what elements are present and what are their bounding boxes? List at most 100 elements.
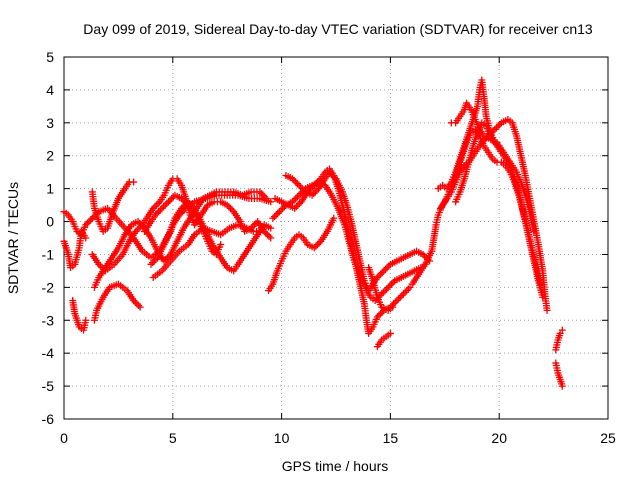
data-point-marker [151, 211, 159, 219]
data-point-marker [269, 214, 277, 222]
data-point-marker [156, 206, 164, 214]
chart-title: Day 099 of 2019, Sidereal Day-to-day VTE… [83, 21, 593, 37]
data-point-marker [83, 219, 91, 227]
data-point-marker [95, 260, 103, 268]
data-point-marker [87, 216, 95, 224]
y-tick-label: 0 [46, 214, 54, 230]
y-tick-label: 1 [46, 181, 54, 197]
data-point-marker [225, 203, 233, 211]
data-point-marker [537, 280, 545, 288]
data-point-marker [158, 204, 166, 212]
data-point-marker [386, 282, 394, 290]
data-point-marker [312, 180, 320, 188]
data-points [60, 76, 566, 390]
data-point-marker [82, 221, 90, 229]
data-point-marker [256, 227, 264, 235]
y-tick-label: -1 [42, 246, 55, 262]
data-point-marker [494, 122, 502, 130]
data-point-marker [161, 201, 169, 209]
data-point-marker [292, 203, 300, 211]
data-point-marker [404, 285, 412, 293]
y-tick-label: 4 [46, 82, 54, 98]
data-point-marker [378, 269, 386, 277]
data-point-marker [558, 382, 566, 390]
data-point-marker [294, 201, 302, 209]
data-point-marker [298, 185, 306, 193]
data-point-marker [147, 260, 155, 268]
data-point-marker [184, 198, 192, 206]
data-point-marker [160, 203, 168, 211]
data-point-marker [256, 188, 264, 196]
data-point-marker [265, 232, 273, 240]
data-point-marker [292, 195, 300, 203]
data-point-marker [130, 297, 138, 305]
data-point-marker [382, 265, 390, 273]
data-point-marker [153, 209, 161, 217]
data-point-marker [399, 290, 407, 298]
data-point-marker [383, 264, 391, 272]
data-point-marker [130, 178, 138, 186]
data-point-marker [309, 183, 317, 191]
data-point-marker [136, 303, 144, 311]
data-point-marker [152, 201, 160, 209]
data-point-marker [314, 178, 322, 186]
data-point-marker [88, 214, 96, 222]
data-point-marker [293, 193, 301, 201]
data-point-marker [131, 298, 139, 306]
data-point-marker [330, 214, 338, 222]
data-point-marker [313, 186, 321, 194]
data-point-marker [132, 227, 140, 235]
data-point-marker [259, 191, 267, 199]
data-point-marker [385, 262, 393, 270]
data-point-marker [393, 297, 401, 305]
data-point-marker [155, 208, 163, 216]
data-point-marker [384, 283, 392, 291]
data-point-marker [178, 204, 186, 212]
y-axis-label: SDTVAR / TECUs [5, 182, 21, 294]
y-tick-label: 5 [46, 49, 54, 65]
data-point-marker [290, 176, 298, 184]
data-point-marker [250, 221, 258, 229]
data-point-marker [133, 300, 141, 308]
data-point-marker [383, 285, 391, 293]
x-tick-label: 10 [274, 430, 290, 446]
data-point-marker [135, 301, 143, 309]
data-point-marker [493, 139, 501, 147]
data-point-marker [275, 208, 283, 216]
data-point-marker [293, 180, 301, 188]
data-point-marker [272, 211, 280, 219]
data-point-marker [389, 278, 397, 286]
data-point-marker [380, 267, 388, 275]
data-point-marker [377, 310, 385, 318]
data-point-marker [373, 273, 381, 281]
data-point-marker [150, 257, 158, 265]
data-point-marker [267, 224, 275, 232]
grid-lines [64, 57, 608, 419]
data-point-marker [496, 120, 504, 128]
x-tick-label: 0 [60, 430, 68, 446]
data-point-marker [310, 190, 318, 198]
data-point-marker [387, 280, 395, 288]
x-tick-label: 25 [600, 430, 616, 446]
data-point-marker [379, 288, 387, 296]
data-point-marker [375, 272, 383, 280]
data-point-marker [543, 306, 551, 314]
y-tick-label: -4 [42, 345, 55, 361]
data-point-marker [395, 295, 403, 303]
data-point-marker [329, 171, 337, 179]
data-point-marker [398, 292, 406, 300]
data-point-marker [308, 191, 316, 199]
data-point-marker [310, 181, 318, 189]
data-point-marker [558, 326, 566, 334]
data-point-marker [401, 288, 409, 296]
data-point-marker [226, 204, 234, 212]
data-point-marker [539, 293, 547, 301]
data-point-marker [178, 195, 186, 203]
data-point-marker [297, 183, 305, 191]
data-point-marker [314, 241, 322, 249]
x-axis-label: GPS time / hours [282, 458, 389, 474]
data-point-marker [136, 219, 144, 227]
data-point-marker [179, 203, 187, 211]
data-point-marker [274, 209, 282, 217]
